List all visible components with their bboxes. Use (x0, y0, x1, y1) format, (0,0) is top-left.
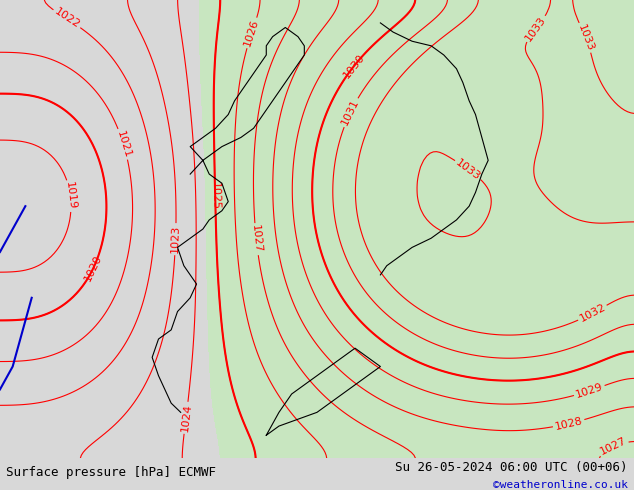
Text: 1029: 1029 (574, 382, 604, 400)
Text: 1027: 1027 (250, 224, 262, 254)
Text: Surface pressure [hPa] ECMWF: Surface pressure [hPa] ECMWF (6, 466, 216, 479)
Text: 1033: 1033 (576, 23, 595, 52)
Text: ©weatheronline.co.uk: ©weatheronline.co.uk (493, 480, 628, 490)
Text: 1025: 1025 (210, 182, 221, 210)
Text: 1033: 1033 (524, 15, 548, 43)
Text: 1021: 1021 (115, 129, 133, 159)
Text: 1031: 1031 (340, 98, 361, 127)
Text: 1026: 1026 (243, 18, 261, 48)
Text: 1020: 1020 (83, 253, 104, 283)
Text: 1023: 1023 (170, 225, 181, 253)
Text: 1030: 1030 (341, 52, 366, 80)
Text: 1027: 1027 (598, 436, 628, 457)
Text: 1019: 1019 (63, 181, 77, 211)
Text: 1033: 1033 (454, 157, 482, 182)
Text: Su 26-05-2024 06:00 UTC (00+06): Su 26-05-2024 06:00 UTC (00+06) (395, 461, 628, 474)
Text: 1028: 1028 (554, 416, 584, 432)
Text: 1024: 1024 (179, 403, 193, 433)
Text: 1022: 1022 (53, 7, 81, 30)
Text: 1032: 1032 (578, 302, 607, 324)
